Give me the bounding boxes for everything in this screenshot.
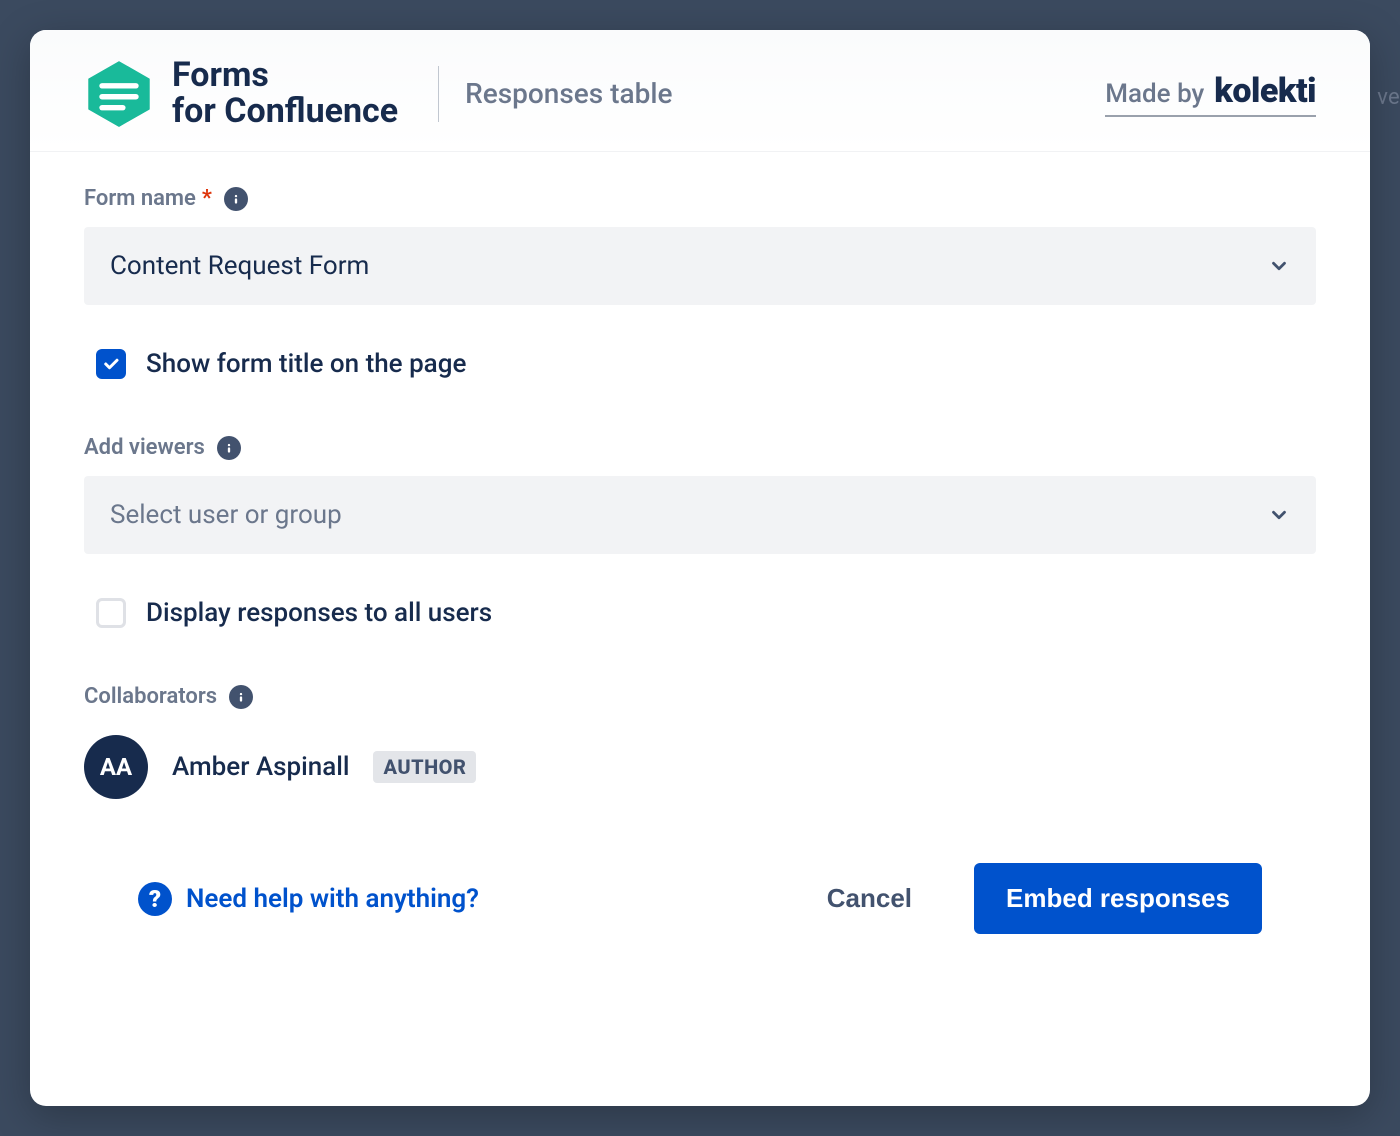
display-responses-checkbox[interactable]	[96, 598, 126, 628]
dialog-body: Form name * Content Request Form Show fo…	[30, 152, 1370, 1106]
viewers-placeholder: Select user or group	[110, 500, 342, 530]
form-name-label: Form name *	[84, 186, 1316, 211]
dialog-subtitle: Responses table	[465, 77, 672, 110]
info-icon[interactable]	[224, 187, 248, 211]
collaborators-label-text: Collaborators	[84, 684, 217, 709]
help-label: Need help with anything?	[186, 884, 479, 914]
made-by-label: Made by	[1105, 79, 1204, 109]
collaborator-name: Amber Aspinall	[172, 752, 349, 782]
form-name-select[interactable]: Content Request Form	[84, 227, 1316, 305]
app-icon	[84, 59, 154, 129]
footer-actions: Cancel Embed responses	[795, 863, 1262, 934]
made-by-link[interactable]: Made by kolekti	[1105, 71, 1316, 117]
show-title-label: Show form title on the page	[146, 349, 466, 379]
app-title-line2: for Confluence	[172, 94, 398, 130]
role-badge: AUTHOR	[373, 751, 476, 783]
required-indicator: *	[202, 186, 212, 211]
app-title-line1: Forms	[172, 58, 398, 94]
header-divider	[438, 66, 439, 122]
cancel-button[interactable]: Cancel	[795, 863, 944, 934]
viewport: ve Forms for Confluence Responses table …	[0, 0, 1400, 1136]
viewers-label: Add viewers	[84, 435, 1316, 460]
viewers-select[interactable]: Select user or group	[84, 476, 1316, 554]
form-name-value: Content Request Form	[110, 251, 369, 281]
viewers-label-text: Add viewers	[84, 435, 205, 460]
display-responses-row: Display responses to all users	[96, 598, 1316, 628]
info-icon[interactable]	[217, 436, 241, 460]
collaborators-label: Collaborators	[84, 684, 1316, 709]
chevron-down-icon	[1268, 255, 1290, 277]
dialog-header: Forms for Confluence Responses table Mad…	[30, 30, 1370, 152]
form-name-label-text: Form name	[84, 186, 196, 211]
display-responses-label: Display responses to all users	[146, 598, 492, 628]
help-icon: ?	[138, 882, 172, 916]
avatar: AA	[84, 735, 148, 799]
show-title-row: Show form title on the page	[96, 349, 1316, 379]
collaborator-row: AA Amber Aspinall AUTHOR	[84, 735, 1316, 799]
made-by-brand: kolekti	[1214, 71, 1316, 111]
app-title: Forms for Confluence	[172, 58, 398, 129]
help-link[interactable]: ? Need help with anything?	[138, 882, 479, 916]
chevron-down-icon	[1268, 504, 1290, 526]
dialog-footer: ? Need help with anything? Cancel Embed …	[84, 863, 1316, 988]
embed-responses-button[interactable]: Embed responses	[974, 863, 1262, 934]
background-fragment-text: ve	[1377, 85, 1400, 110]
info-icon[interactable]	[229, 685, 253, 709]
show-title-checkbox[interactable]	[96, 349, 126, 379]
macro-dialog: Forms for Confluence Responses table Mad…	[30, 30, 1370, 1106]
